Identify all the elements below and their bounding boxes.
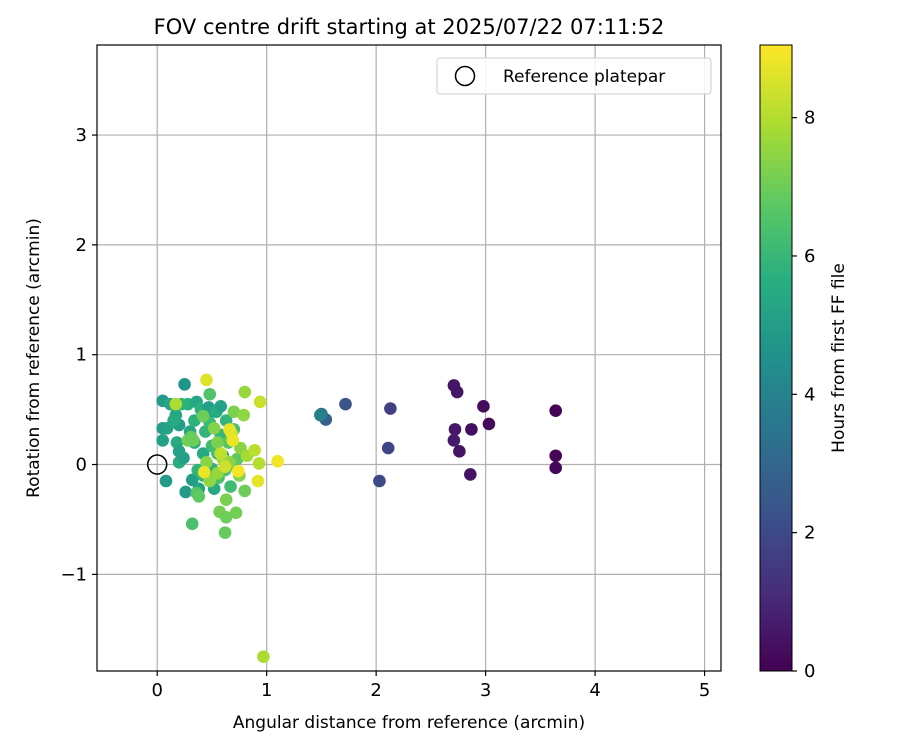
y-axis-ticks: −1 0 1 2 3 [60,125,97,585]
scatter-points [156,373,562,664]
x-tick-label: 1 [261,680,272,701]
data-point [549,461,562,475]
legend: Reference platepar [436,57,712,95]
x-tick-label: 0 [151,680,162,701]
data-point [187,434,200,447]
data-point [271,454,284,468]
data-point [477,400,490,413]
data-point [179,485,192,499]
data-point [237,408,250,422]
data-point [549,449,562,463]
colorbar [759,44,793,672]
colorbar-tick-label: 2 [804,523,815,544]
data-point [384,402,397,415]
data-point [219,510,233,524]
grid [97,45,721,671]
data-point [314,408,327,422]
data-point [207,421,221,435]
x-axis-ticks: 0 1 2 3 4 5 [151,671,710,701]
x-tick-label: 5 [699,680,710,701]
data-point [169,397,183,411]
y-tick-label: 1 [76,345,87,366]
data-point [373,474,386,488]
data-point [177,451,190,465]
data-point [211,436,224,449]
data-point [218,460,232,474]
data-point [453,445,466,458]
x-tick-label: 3 [480,680,491,701]
x-tick-label: 4 [589,680,600,701]
data-point [229,506,243,520]
data-point [465,423,478,436]
data-point [339,397,352,411]
data-point [197,465,211,479]
colorbar-label: Hours from first FF file [829,263,849,453]
data-point [219,493,233,506]
data-point [192,490,206,503]
data-point [218,526,232,539]
data-point [224,480,237,493]
colorbar-tick-label: 6 [804,246,815,267]
data-point [257,650,270,664]
y-tick-label: 3 [76,125,87,146]
y-tick-label: −1 [60,564,87,585]
y-tick-label: 0 [76,455,87,476]
data-point [447,434,461,447]
x-tick-label: 2 [370,680,381,701]
y-tick-label: 2 [76,235,87,256]
colorbar-tick-label: 8 [804,108,815,129]
data-point [482,417,496,431]
data-point [231,464,245,478]
data-point [214,400,228,413]
data-point [248,443,261,457]
data-point [238,484,252,498]
data-point [253,395,267,409]
data-point [238,385,252,399]
x-axis-label: Angular distance from reference (arcmin) [233,713,585,733]
data-point [200,456,213,469]
plot-frame [96,44,722,672]
data-point [185,473,199,487]
data-point [203,387,217,401]
data-point [226,434,240,447]
data-point [200,373,213,387]
data-point [185,517,199,531]
data-point [252,457,266,470]
y-axis-label: Rotation from reference (arcmin) [24,218,44,498]
legend-box [436,57,712,95]
chart-title: FOV centre drift starting at 2025/07/22 … [154,15,665,39]
data-point [156,434,169,447]
legend-marker [454,65,476,87]
data-point [251,474,265,488]
data-point [159,474,173,488]
legend-label: Reference platepar [503,67,665,87]
data-point [227,405,241,419]
data-point [196,409,210,423]
data-point [464,468,477,481]
data-point [447,379,461,392]
data-point [214,447,228,460]
data-point [381,441,395,455]
data-point [178,378,191,391]
data-point [448,423,462,436]
reference-platepar-marker [146,454,168,475]
colorbar-tick-label: 4 [804,384,815,405]
colorbar-ticks: 0 2 4 6 8 [792,108,815,682]
data-point [549,404,562,418]
data-point [223,423,236,436]
colorbar-tick-label: 0 [804,661,815,682]
data-point [167,414,180,427]
